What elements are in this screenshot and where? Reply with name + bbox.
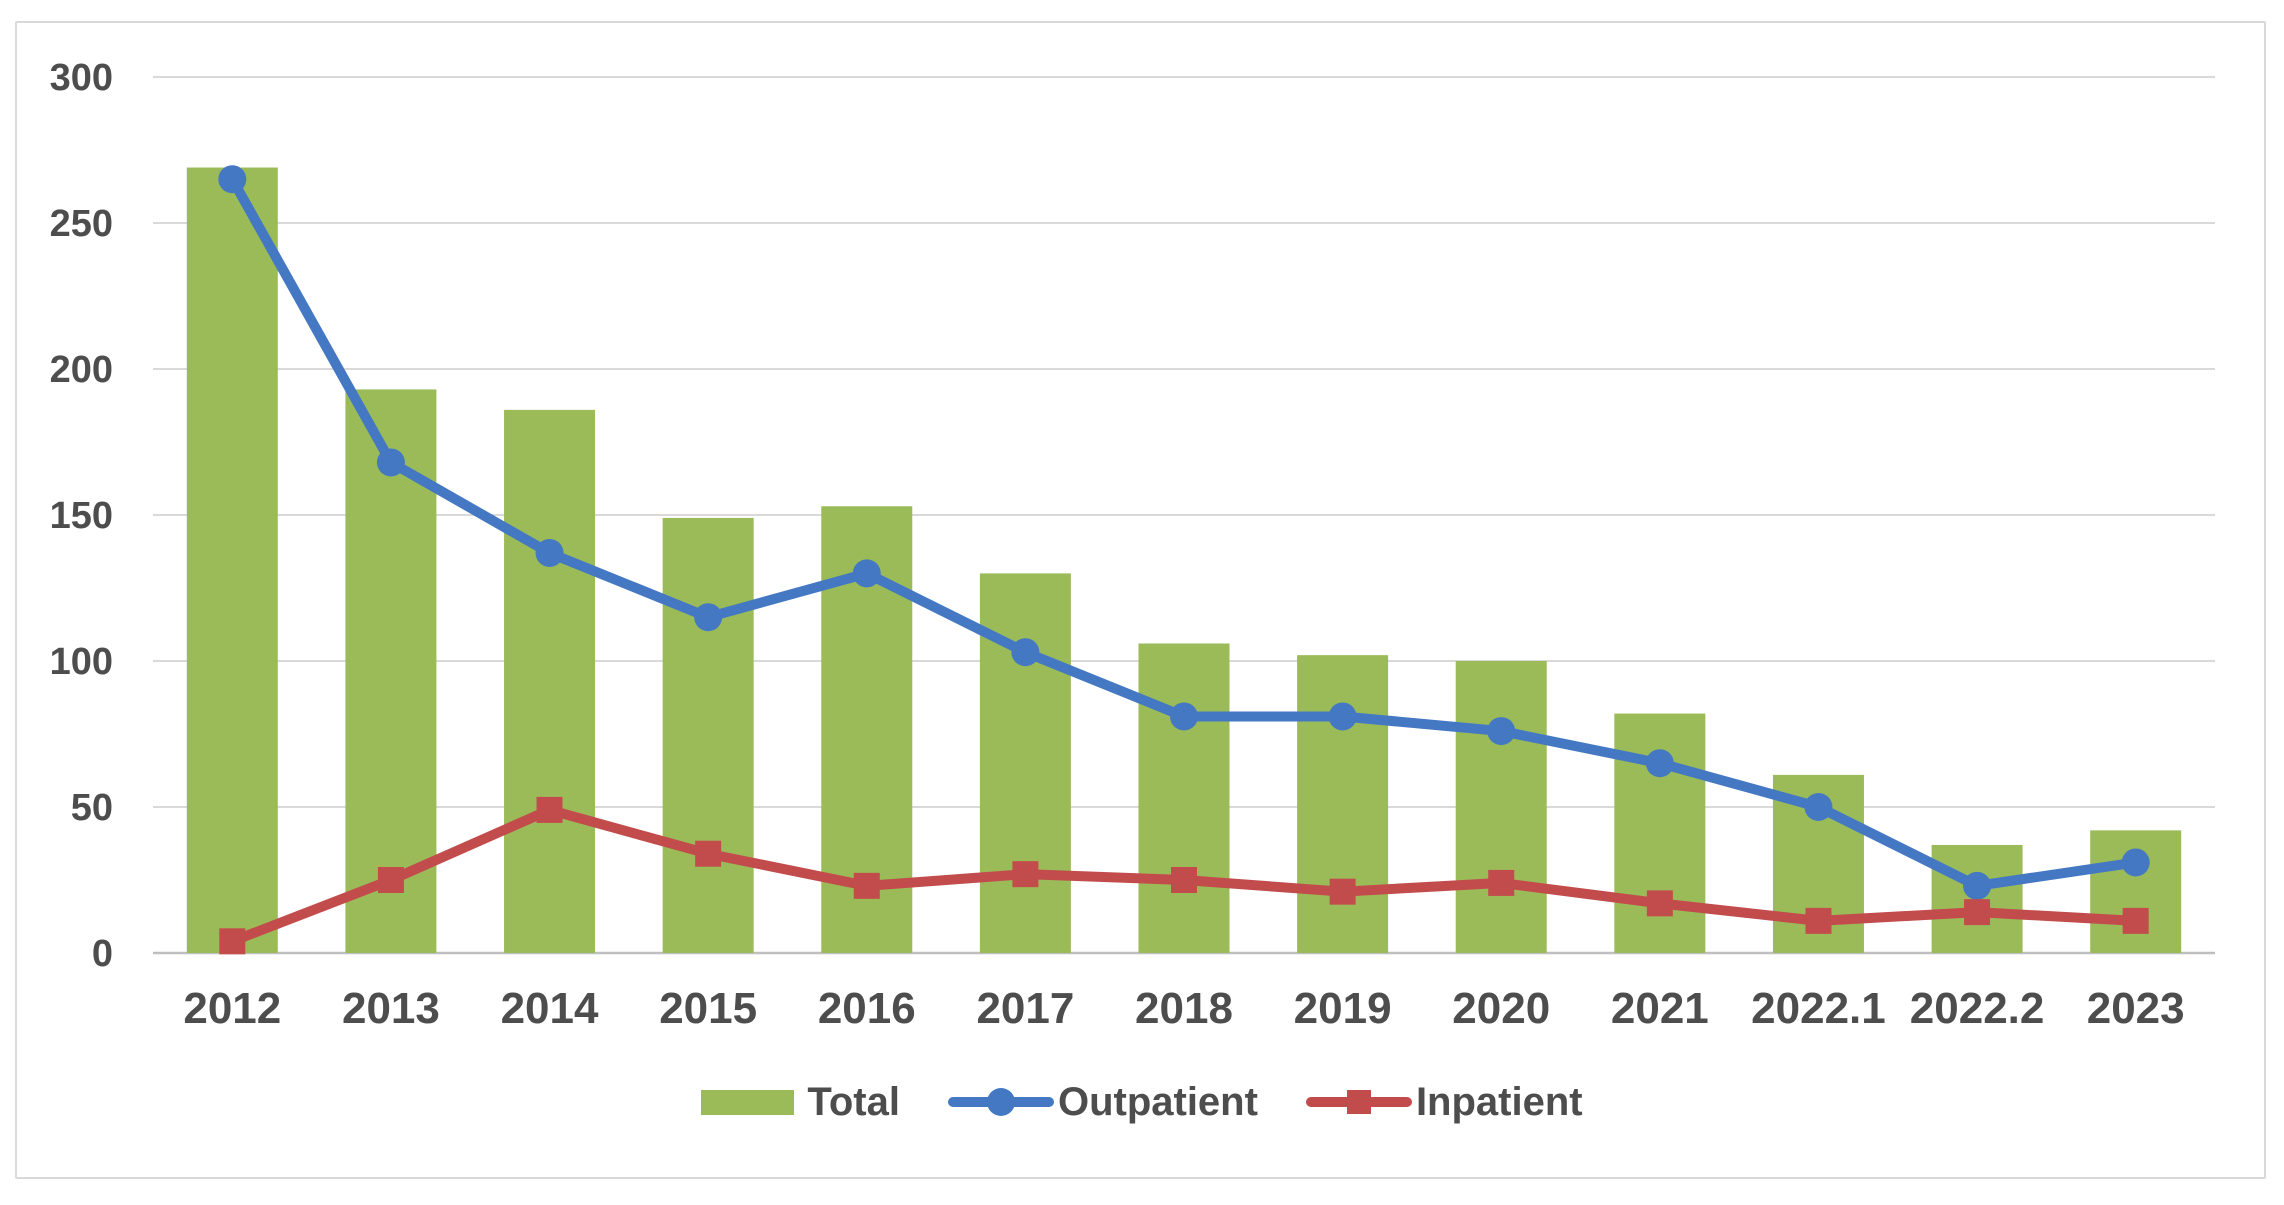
legend-item-total: Total bbox=[701, 1082, 900, 1122]
inpatient-marker-2020 bbox=[1488, 869, 1515, 896]
x-tick-label: 2022.2 bbox=[1910, 984, 2045, 1033]
outpatient-circle-marker-icon bbox=[986, 1088, 1015, 1116]
x-tick-label: 2017 bbox=[976, 984, 1074, 1033]
legend-label-total: Total bbox=[807, 1080, 900, 1124]
x-tick-label: 2022.1 bbox=[1751, 984, 1886, 1033]
bar-2018 bbox=[1138, 643, 1230, 953]
x-tick-label: 2021 bbox=[1611, 984, 1709, 1033]
outpatient-marker-2019 bbox=[1328, 702, 1357, 731]
inpatient-marker-2023 bbox=[2122, 907, 2149, 934]
bar-2017 bbox=[979, 573, 1071, 953]
y-tick-label: 0 bbox=[92, 933, 113, 975]
outpatient-marker-2022.1 bbox=[1804, 793, 1833, 821]
x-tick-label: 2015 bbox=[659, 984, 757, 1033]
legend-label-inpatient: Inpatient bbox=[1415, 1080, 1583, 1124]
legend-item-inpatient: Inpatient bbox=[1305, 1080, 1583, 1124]
inpatient-marker-2013 bbox=[377, 867, 404, 893]
bar-2014 bbox=[504, 409, 596, 953]
x-tick-label: 2023 bbox=[2087, 984, 2185, 1033]
y-tick-label: 150 bbox=[50, 495, 113, 537]
inpatient-marker-2012 bbox=[219, 928, 246, 955]
bar-2012 bbox=[186, 167, 278, 953]
inpatient-marker-2014 bbox=[536, 796, 563, 823]
outpatient-marker-2022.2 bbox=[1963, 871, 1992, 900]
bar-2020 bbox=[1455, 661, 1547, 953]
inpatient-marker-2017 bbox=[1012, 861, 1039, 888]
bar-2015 bbox=[662, 517, 754, 953]
legend-item-outpatient: Outpatient bbox=[947, 1080, 1258, 1124]
total-bar-swatch-icon bbox=[701, 1089, 795, 1115]
outpatient-marker-2014 bbox=[535, 538, 564, 567]
x-tick-label: 2014 bbox=[501, 984, 599, 1033]
legend-label-outpatient: Outpatient bbox=[1057, 1080, 1258, 1124]
inpatient-marker-2018 bbox=[1171, 867, 1197, 893]
inpatient-square-marker-icon bbox=[1346, 1090, 1371, 1114]
outpatient-marker-2023 bbox=[2121, 848, 2150, 877]
outpatient-marker-2017 bbox=[1011, 638, 1040, 667]
outpatient-marker-2021 bbox=[1645, 749, 1674, 778]
x-tick-label: 2012 bbox=[183, 984, 281, 1033]
inpatient-marker-2021 bbox=[1646, 890, 1673, 917]
x-tick-label: 2013 bbox=[342, 984, 440, 1033]
inpatient-marker-2016 bbox=[853, 872, 880, 899]
y-tick-label: 200 bbox=[50, 349, 113, 391]
y-tick-label: 100 bbox=[50, 641, 113, 683]
legend: Total Outpatient Inpatient bbox=[0, 1082, 2284, 1122]
x-tick-label: 2020 bbox=[1452, 984, 1550, 1033]
y-tick-label: 300 bbox=[50, 57, 113, 99]
x-tick-label: 2018 bbox=[1135, 984, 1233, 1033]
outpatient-marker-2015 bbox=[694, 603, 723, 632]
y-tick-label: 50 bbox=[71, 787, 113, 829]
x-tick-label: 2019 bbox=[1294, 984, 1392, 1033]
inpatient-marker-2019 bbox=[1329, 878, 1356, 905]
outpatient-marker-2013 bbox=[376, 448, 405, 477]
inpatient-line-swatch-icon bbox=[1305, 1087, 1412, 1117]
outpatient-marker-2020 bbox=[1487, 717, 1516, 746]
outpatient-marker-2018 bbox=[1170, 702, 1198, 731]
outpatient-marker-2016 bbox=[852, 559, 881, 588]
y-tick-label: 250 bbox=[50, 203, 113, 245]
outpatient-marker-2012 bbox=[218, 165, 247, 194]
inpatient-marker-2022.1 bbox=[1805, 907, 1832, 934]
outpatient-line-swatch-icon bbox=[947, 1087, 1054, 1117]
x-tick-label: 2016 bbox=[818, 984, 916, 1033]
inpatient-marker-2015 bbox=[695, 840, 722, 867]
inpatient-marker-2022.2 bbox=[1964, 899, 1991, 926]
bar-2019 bbox=[1297, 655, 1389, 953]
